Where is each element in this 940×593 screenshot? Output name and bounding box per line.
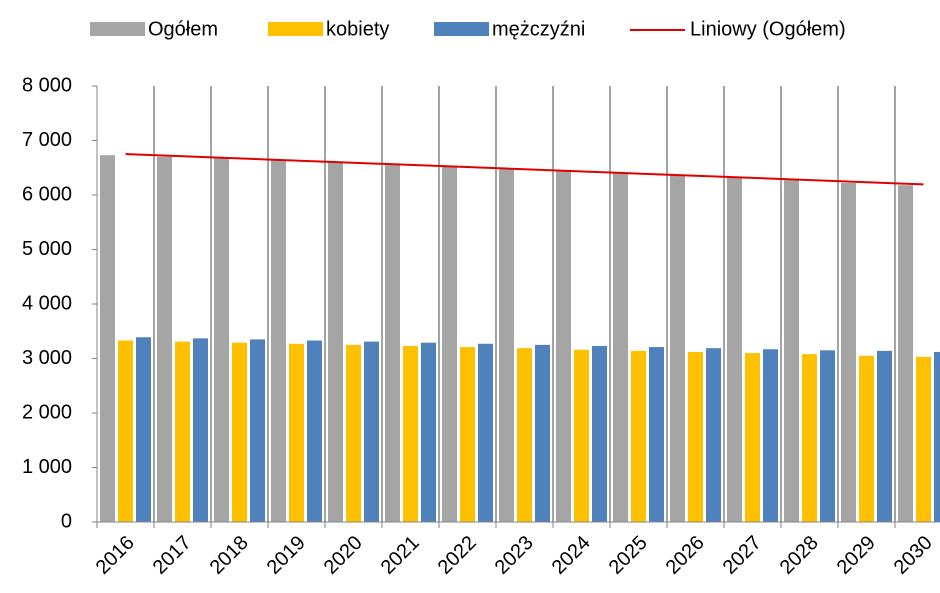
x-tick-label: 2020	[320, 532, 367, 579]
bar	[460, 347, 475, 522]
bar	[802, 354, 817, 522]
legend-label: Liniowy (Ogółem)	[690, 18, 846, 40]
x-tick-label: 2028	[776, 532, 823, 579]
bar	[289, 343, 304, 522]
legend-swatch	[268, 22, 323, 36]
y-tick-label: 7 000	[22, 129, 72, 151]
bar	[517, 348, 532, 522]
bar	[898, 185, 913, 522]
bar	[385, 164, 400, 523]
x-tick-label: 2030	[890, 532, 937, 579]
legend-swatch	[434, 22, 489, 36]
y-tick-label: 2 000	[22, 401, 72, 423]
legend-swatch	[90, 22, 145, 36]
bar	[592, 345, 607, 522]
x-tick-label: 2019	[263, 532, 310, 579]
bar	[670, 175, 685, 522]
bar	[556, 171, 571, 522]
bar	[403, 345, 418, 522]
bar	[442, 166, 457, 522]
y-tick-label: 0	[61, 510, 72, 532]
bar	[820, 350, 835, 522]
bar	[328, 162, 343, 523]
trend-line	[125, 153, 924, 186]
x-tick-label: 2026	[662, 532, 709, 579]
bar	[613, 173, 628, 522]
bar	[688, 351, 703, 522]
bar	[706, 348, 721, 522]
bar	[250, 339, 265, 522]
bar	[346, 344, 361, 522]
bar	[877, 350, 892, 522]
bar	[214, 158, 229, 523]
bar	[499, 168, 514, 522]
bar	[745, 353, 760, 522]
y-tick-label: 4 000	[22, 292, 72, 314]
bar	[364, 341, 379, 522]
bar	[157, 156, 172, 522]
bar	[784, 180, 799, 522]
bar	[118, 340, 133, 522]
x-tick-label: 2025	[605, 532, 652, 579]
x-tick-label: 2018	[206, 532, 253, 579]
bar	[763, 349, 778, 522]
bar	[727, 177, 742, 522]
bar	[631, 350, 646, 522]
x-tick-label: 2022	[434, 532, 481, 579]
bar	[934, 351, 940, 522]
bar	[841, 183, 856, 522]
bar	[307, 340, 322, 522]
y-tick-label: 6 000	[22, 183, 72, 205]
bar	[136, 337, 151, 522]
bar	[478, 343, 493, 522]
bar	[574, 349, 589, 522]
y-tick-label: 1 000	[22, 456, 72, 478]
x-tick-label: 2016	[92, 532, 139, 579]
bar	[193, 338, 208, 522]
bar	[271, 160, 286, 522]
x-tick-label: 2027	[719, 532, 766, 579]
bar	[232, 342, 247, 522]
bar	[649, 347, 664, 522]
x-tick-label: 2021	[377, 532, 424, 579]
bar	[535, 344, 550, 522]
y-tick-label: 5 000	[22, 238, 72, 260]
bar	[175, 341, 190, 522]
bar	[100, 155, 115, 522]
bar	[421, 342, 436, 522]
legend-label: Ogółem	[148, 18, 218, 40]
x-tick-label: 2024	[548, 532, 595, 579]
legend-label: kobiety	[326, 18, 389, 40]
x-tick-label: 2029	[833, 532, 880, 579]
legend-label: mężczyźni	[492, 18, 585, 40]
x-tick-label: 2017	[149, 532, 196, 579]
y-tick-label: 3 000	[22, 347, 72, 369]
bar	[916, 356, 931, 522]
y-tick-label: 8 000	[22, 74, 72, 96]
x-tick-label: 2023	[491, 532, 538, 579]
bar	[859, 355, 874, 522]
